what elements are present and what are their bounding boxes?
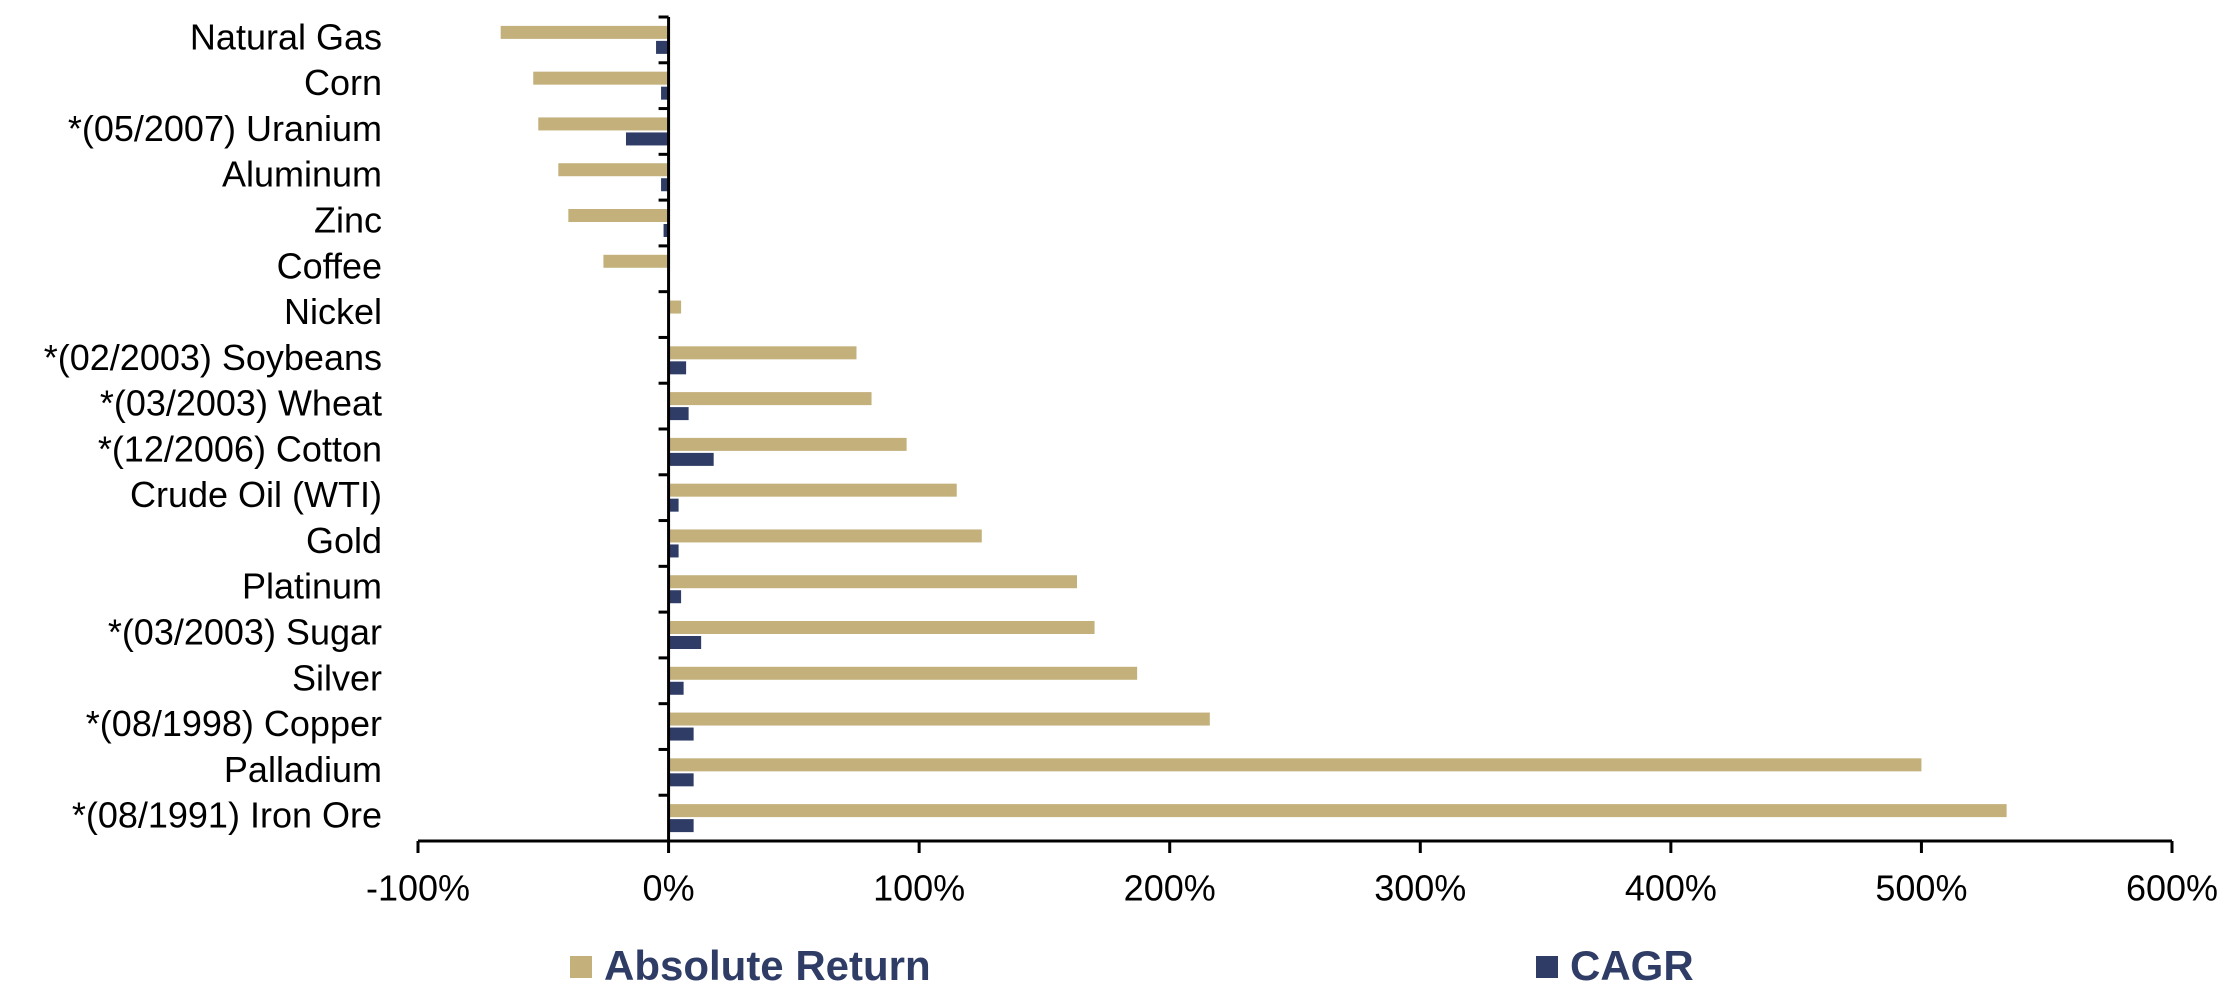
bar [533, 71, 669, 85]
bar [668, 575, 1078, 589]
y-tick-label: *(08/1991) Iron Ore [72, 795, 382, 836]
bar [668, 681, 684, 695]
bar [661, 178, 669, 192]
bar [668, 666, 1138, 680]
legend-label: CAGR [1570, 942, 1694, 989]
y-tick-label: *(08/1998) Copper [86, 703, 382, 744]
y-tick-label: *(02/2003) Soybeans [44, 337, 382, 378]
y-tick-label: Silver [292, 657, 382, 698]
y-tick-label: Natural Gas [190, 16, 382, 57]
bar [603, 254, 669, 268]
bar [668, 758, 1922, 772]
bar [668, 544, 679, 558]
bar [668, 773, 694, 787]
y-tick-label: Palladium [224, 749, 382, 790]
bar [668, 804, 2007, 818]
bar [538, 117, 669, 131]
bar [663, 224, 669, 237]
bar [668, 498, 679, 512]
x-tick-label: 300% [1374, 868, 1466, 909]
bar [661, 86, 669, 100]
x-tick-label: 400% [1625, 868, 1717, 909]
bar [668, 621, 1095, 634]
bar [668, 483, 957, 497]
y-tick-label: Gold [306, 520, 382, 561]
x-tick-label: 500% [1875, 868, 1967, 909]
bar [558, 163, 669, 177]
y-tick-label: Zinc [314, 200, 382, 241]
y-tick-label: *(12/2006) Cotton [98, 428, 382, 469]
bar [668, 712, 1210, 726]
x-tick-label: 200% [1124, 868, 1216, 909]
bar [668, 346, 857, 360]
legend-label: Absolute Return [604, 942, 931, 989]
bar [668, 636, 702, 649]
x-tick-label: 100% [873, 868, 965, 909]
x-tick-label: -100% [366, 868, 470, 909]
y-tick-label: Platinum [242, 566, 382, 607]
bar [656, 40, 669, 54]
y-tick-label: Aluminum [222, 154, 382, 195]
bar [668, 300, 682, 314]
legend-swatch [570, 956, 592, 978]
bar [668, 407, 689, 421]
bar [568, 209, 669, 222]
y-tick-label: Coffee [277, 245, 382, 286]
bar [668, 590, 682, 604]
y-tick-label: *(03/2003) Sugar [108, 612, 382, 653]
bar [668, 452, 714, 466]
bar [668, 437, 907, 451]
bar [668, 529, 982, 543]
y-tick-label: *(03/2003) Wheat [100, 383, 382, 424]
y-tick-label: Nickel [284, 291, 382, 332]
bar [668, 819, 694, 833]
bar [668, 392, 872, 406]
x-tick-label: 600% [2126, 868, 2218, 909]
y-tick-label: Crude Oil (WTI) [130, 474, 382, 515]
legend-swatch [1536, 956, 1558, 978]
bar [668, 727, 694, 741]
x-tick-label: 0% [643, 868, 695, 909]
y-tick-label: *(05/2007) Uranium [68, 108, 382, 149]
bar [625, 132, 669, 146]
bar [668, 361, 687, 375]
bar [500, 25, 669, 39]
y-tick-label: Corn [304, 62, 382, 103]
